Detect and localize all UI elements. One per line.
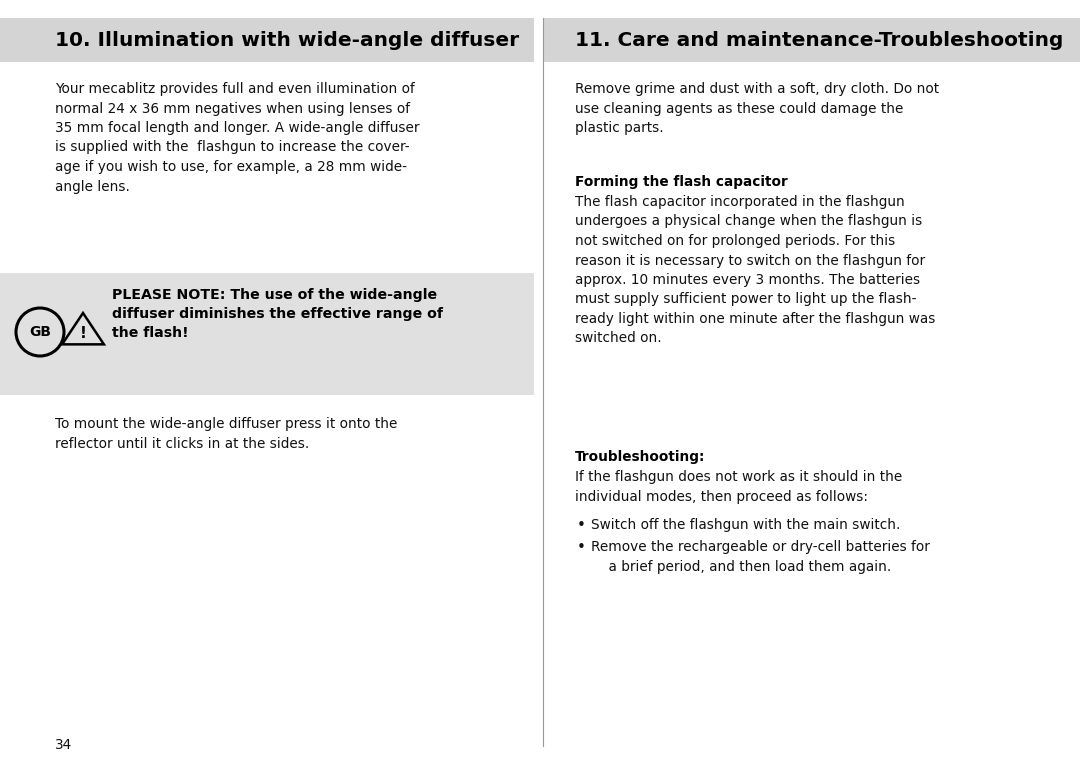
Text: !: ! xyxy=(80,325,86,341)
Text: Troubleshooting:: Troubleshooting: xyxy=(575,450,705,464)
Text: PLEASE NOTE: The use of the wide-angle
diffuser diminishes the effective range o: PLEASE NOTE: The use of the wide-angle d… xyxy=(112,288,443,340)
Text: To mount the wide-angle diffuser press it onto the
reflector until it clicks in : To mount the wide-angle diffuser press i… xyxy=(55,417,397,451)
Text: Remove the rechargeable or dry-cell batteries for
    a brief period, and then l: Remove the rechargeable or dry-cell batt… xyxy=(591,540,930,574)
Bar xyxy=(0,18,534,62)
Text: If the flashgun does not work as it should in the
individual modes, then proceed: If the flashgun does not work as it shou… xyxy=(575,470,902,503)
Text: Your mecablitz provides full and even illumination of
normal 24 x 36 mm negative: Your mecablitz provides full and even il… xyxy=(55,82,419,193)
Text: 11. Care and maintenance-Troubleshooting: 11. Care and maintenance-Troubleshooting xyxy=(575,31,1064,50)
Bar xyxy=(544,18,1080,62)
Bar xyxy=(0,273,534,395)
Text: Forming the flash capacitor: Forming the flash capacitor xyxy=(575,175,787,189)
Text: 10. Illumination with wide-angle diffuser: 10. Illumination with wide-angle diffuse… xyxy=(55,31,519,50)
Text: •: • xyxy=(577,540,585,555)
Text: Remove grime and dust with a soft, dry cloth. Do not
use cleaning agents as thes: Remove grime and dust with a soft, dry c… xyxy=(575,82,940,135)
Text: The flash capacitor incorporated in the flashgun
undergoes a physical change whe: The flash capacitor incorporated in the … xyxy=(575,195,935,345)
Text: •: • xyxy=(577,518,585,533)
Text: 34: 34 xyxy=(55,738,72,752)
Text: Switch off the flashgun with the main switch.: Switch off the flashgun with the main sw… xyxy=(591,518,901,532)
Text: GB: GB xyxy=(29,325,51,339)
